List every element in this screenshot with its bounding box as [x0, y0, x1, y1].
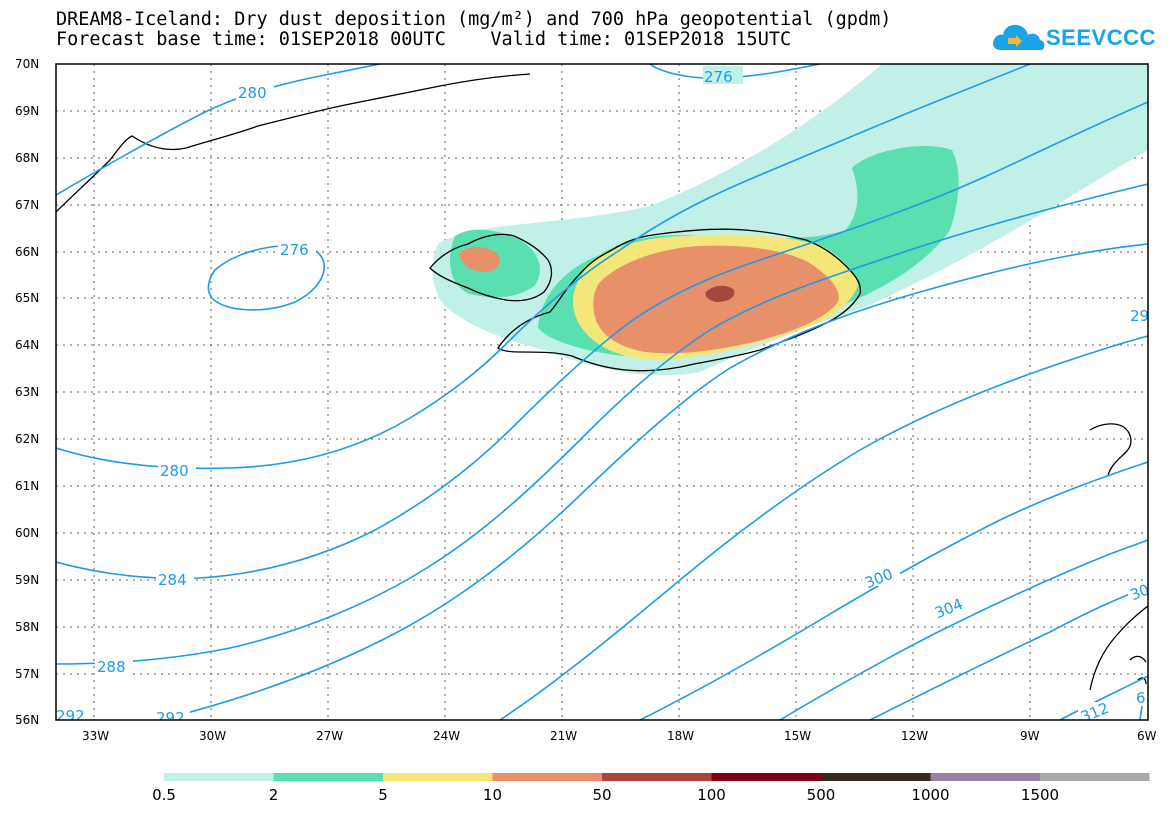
- lat-label-69n: 69N: [15, 104, 39, 118]
- contour-labels: 276 280 276 280 284 288 292 292 29 300 3…: [56, 66, 1152, 727]
- lon-label-24w: 24W: [433, 729, 460, 743]
- deposition-band-50: [705, 285, 735, 302]
- lon-label-27w: 27W: [316, 729, 343, 743]
- lat-label-61n: 61N: [15, 479, 39, 493]
- longitude-labels: 33W 30W 27W 24W 21W 18W 15W 12W 9W 6W: [82, 729, 1157, 743]
- lat-label-62n: 62N: [15, 432, 39, 446]
- legend-swatch-4: [602, 773, 712, 781]
- map-title: DREAM8-Iceland: Dry dust deposition (mg/…: [56, 10, 891, 50]
- contour-288: [56, 183, 1148, 665]
- lat-label-67n: 67N: [15, 198, 39, 212]
- deposition-band-10-west: [459, 246, 501, 272]
- lon-label-9w: 9W: [1020, 729, 1040, 743]
- lat-label-70n: 70N: [15, 57, 39, 71]
- greenland-coastline: [56, 73, 531, 213]
- lat-label-58n: 58N: [15, 620, 39, 634]
- coastlines: [56, 73, 1148, 691]
- iceland-westfjords-coastline: [429, 233, 553, 302]
- lat-label-56n: 56N: [15, 713, 39, 727]
- lon-label-33w: 33W: [82, 729, 109, 743]
- legend-swatch-2: [383, 773, 493, 781]
- dust-deposition-field: [432, 64, 1148, 376]
- color-legend: 0.5 2 5 10 50 100 500 1000 1500: [152, 773, 1150, 804]
- faroe-coastline: [1089, 423, 1132, 477]
- contour-304: [779, 539, 1148, 720]
- legend-swatch-0: [164, 773, 274, 781]
- iceland-coastline: [497, 228, 862, 372]
- latitude-labels: 70N 69N 68N 67N 66N 65N 64N 63N 62N 61N …: [15, 57, 39, 727]
- legend-label-5: 100: [697, 786, 726, 804]
- legend-label-0: 0.5: [152, 786, 176, 804]
- contour-label-292: 292: [156, 709, 185, 727]
- contour-280-northwest: [56, 64, 381, 196]
- legend-swatch-6: [821, 773, 931, 781]
- legend-label-3: 10: [483, 786, 502, 804]
- contour-label-29-east: 29: [1130, 307, 1149, 325]
- contour-308: [869, 593, 1131, 720]
- legend-label-8: 1500: [1021, 786, 1059, 804]
- contour-292: [159, 243, 1148, 720]
- lat-label-57n: 57N: [15, 667, 39, 681]
- title-line-2: Forecast base time: 01SEP2018 00UTC Vali…: [56, 29, 792, 50]
- lon-label-30w: 30W: [199, 729, 226, 743]
- legend-label-1: 2: [269, 786, 279, 804]
- contour-312: [1059, 675, 1148, 720]
- lon-label-6w: 6W: [1137, 729, 1157, 743]
- lat-label-59n: 59N: [15, 573, 39, 587]
- contour-284: [56, 101, 1148, 580]
- lat-label-64n: 64N: [15, 338, 39, 352]
- title-line-1: DREAM8-Iceland: Dry dust deposition (mg/…: [56, 9, 892, 30]
- contour-label-292-west: 292: [56, 707, 85, 725]
- lat-label-65n: 65N: [15, 291, 39, 305]
- legend-swatch-8: [1040, 773, 1150, 781]
- scotland-coastline: [1089, 605, 1148, 691]
- legend-swatch-7: [930, 773, 1040, 781]
- contour-label-6: 6: [1136, 689, 1146, 707]
- legend-label-4: 50: [592, 786, 611, 804]
- contour-label-288: 288: [97, 658, 126, 676]
- seevccc-logo: SEEVCCC: [990, 19, 1155, 55]
- legend-label-7: 1000: [911, 786, 949, 804]
- lon-label-12w: 12W: [901, 729, 928, 743]
- contour-label-30-east: 30: [1128, 580, 1152, 604]
- legend-swatch-5: [711, 773, 821, 781]
- contour-label-280-mid: 280: [160, 462, 189, 480]
- logo-text: SEEVCCC: [1046, 25, 1156, 50]
- lat-label-63n: 63N: [15, 385, 39, 399]
- legend-swatch-1: [273, 773, 383, 781]
- lon-label-21w: 21W: [550, 729, 577, 743]
- contour-label-280-northwest: 280: [238, 84, 267, 102]
- legend-label-6: 500: [807, 786, 836, 804]
- contour-296: [499, 335, 1148, 720]
- lat-label-66n: 66N: [15, 245, 39, 259]
- cloud-icon: [993, 24, 1045, 50]
- contour-label-276-west: 276: [280, 241, 309, 259]
- lat-label-60n: 60N: [15, 526, 39, 540]
- legend-swatch-3: [492, 773, 602, 781]
- lat-label-68n: 68N: [15, 151, 39, 165]
- contour-label-276-north: 276: [704, 68, 733, 86]
- geopotential-contours: [56, 64, 1148, 720]
- lon-label-15w: 15W: [784, 729, 811, 743]
- lon-label-18w: 18W: [667, 729, 694, 743]
- contour-label-284: 284: [158, 571, 187, 589]
- contour-280-mid: [56, 64, 1031, 470]
- map-frame: [55, 63, 1149, 721]
- legend-label-2: 5: [378, 786, 388, 804]
